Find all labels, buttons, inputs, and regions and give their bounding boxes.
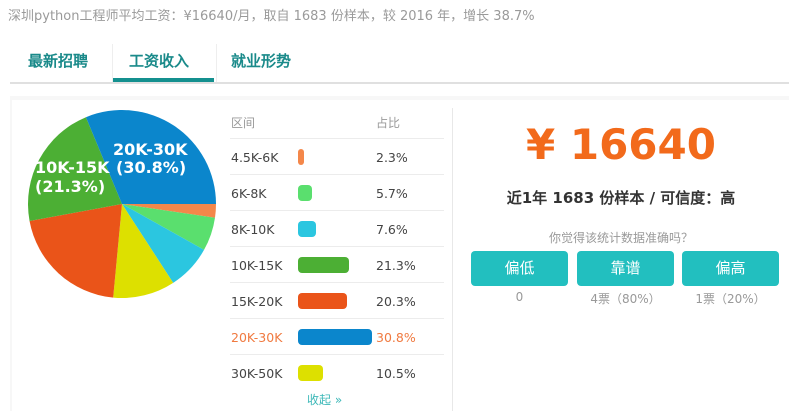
pie-chart: 20K-30K (30.8%) 10K-15K (21.3%) <box>27 110 216 298</box>
tab-employment[interactable]: 就业形势 <box>231 52 292 70</box>
vote-reliable-button[interactable]: 靠谱 <box>577 251 674 286</box>
pie-slice-10k-15k[interactable] <box>27 117 122 221</box>
pie-label-20k-30k-pct: (30.8%) <box>116 158 186 177</box>
tab-salary[interactable]: 工资收入 <box>129 52 190 70</box>
share-value: 21.3% <box>376 258 416 273</box>
pie-slice-15k-20k[interactable] <box>29 204 123 298</box>
table-row: 10K-15K 21.3% <box>230 246 444 283</box>
collapse-link[interactable]: 收起 » <box>307 393 343 407</box>
range-label: 4.5K-6K <box>231 150 279 165</box>
range-label: 20K-30K <box>231 330 283 345</box>
vote-reliable-count: 4票（80%） <box>590 292 661 306</box>
pie-slice-30k-50k[interactable] <box>113 204 174 298</box>
pie-label-10k-15k-pct: (21.3%) <box>35 177 105 196</box>
pie-label-10k-15k: 10K-15K <box>35 158 110 177</box>
share-bar <box>298 257 350 273</box>
share-value: 10.5% <box>376 366 416 381</box>
tab-latest-jobs[interactable]: 最新招聘 <box>28 52 89 70</box>
share-value: 30.8% <box>376 330 416 345</box>
vote-high-button[interactable]: 偏高 <box>682 251 779 286</box>
range-label: 10K-15K <box>231 258 283 273</box>
range-label: 30K-50K <box>231 366 283 381</box>
vote-high-count: 1票（20%） <box>695 292 766 306</box>
range-label: 6K-8K <box>231 186 267 201</box>
share-bar <box>298 149 304 165</box>
pie-label-20k-30k: 20K-30K <box>113 140 188 159</box>
share-value: 20.3% <box>376 294 416 309</box>
share-bar <box>298 185 312 201</box>
col-header-range: 区间 <box>231 116 256 130</box>
vertical-divider <box>452 108 453 411</box>
pie-slice-20k-30k[interactable] <box>85 110 216 204</box>
vote-low-button[interactable]: 偏低 <box>471 251 568 286</box>
active-tab-border <box>112 44 217 82</box>
share-bar <box>298 293 347 309</box>
table-row: 15K-20K 20.3% <box>230 282 444 319</box>
table-row: 6K-8K 5.7% <box>230 174 444 211</box>
sample-info: 近1年 1683 份样本 / 可信度：高 <box>506 189 736 207</box>
summary-text: 深圳python工程师平均工资：¥16640/月，取自 1683 份样本，较 2… <box>8 9 535 24</box>
share-value: 5.7% <box>376 186 408 201</box>
share-bar <box>298 365 324 381</box>
tab-divider <box>10 82 789 84</box>
pie-slice-6k-8k[interactable] <box>122 204 215 250</box>
table-row: 30K-50K 10.5% <box>230 354 444 391</box>
share-bar <box>298 221 317 237</box>
average-salary: ¥ 16640 <box>526 120 716 169</box>
pie-slice-4.5k-6k[interactable] <box>122 204 216 218</box>
table-row: 4.5K-6K 2.3% <box>230 138 444 175</box>
range-label: 8K-10K <box>231 222 275 237</box>
share-value: 7.6% <box>376 222 408 237</box>
accuracy-question: 你觉得该统计数据准确吗？ <box>548 231 693 245</box>
active-tab-indicator <box>113 78 214 82</box>
share-value: 2.3% <box>376 150 408 165</box>
range-label: 15K-20K <box>231 294 283 309</box>
table-row: 8K-10K 7.6% <box>230 210 444 247</box>
share-bar <box>298 329 372 345</box>
col-header-share: 占比 <box>376 116 401 130</box>
pie-slice-8k-10k[interactable] <box>122 204 205 283</box>
table-row: 20K-30K 30.8% <box>230 318 444 355</box>
vote-low-count: 0 <box>515 290 524 304</box>
